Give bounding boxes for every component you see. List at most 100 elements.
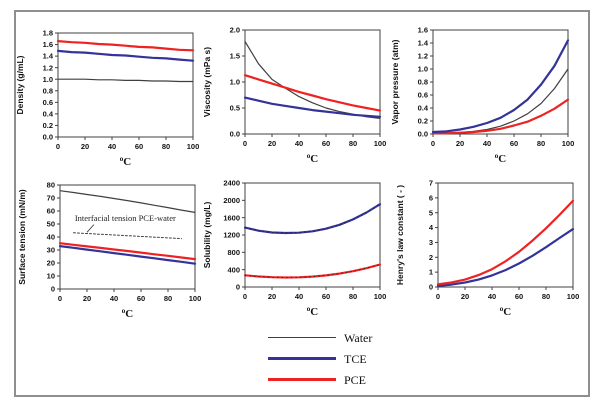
henrys-law-x-tick-label: 100 <box>567 292 580 301</box>
surface-tension-y-tick-label: 30 <box>47 246 55 255</box>
viscosity-y-axis-label: Viscosity (mPa s) <box>202 47 212 117</box>
surface-tension-y-tick-label: 40 <box>47 233 55 242</box>
density-y-tick-label: 0.4 <box>43 109 54 118</box>
surface-tension-x-axis-label: oC <box>122 307 134 320</box>
solubility-series-tce <box>243 203 382 235</box>
solubility-series-tce-data-dots <box>244 203 381 234</box>
henrys-law-plot-border <box>437 182 574 288</box>
surface-tension-series-interfacial-tension-pce-water <box>73 232 182 240</box>
solubility-x-axis-label: oC <box>307 305 319 318</box>
henrys-law-y-tick-label: 5 <box>429 208 433 217</box>
henrys-law-x-tick-label: 20 <box>461 292 469 301</box>
legend-item-tce: TCE <box>268 348 372 369</box>
solubility-y-tick-label: 0 <box>236 283 240 292</box>
viscosity-x-tick-label: 20 <box>268 139 276 148</box>
henrys-law-x-tick-label: 0 <box>436 292 440 301</box>
viscosity-y-tick-label: 0.5 <box>230 104 240 113</box>
viscosity-series-pce <box>243 74 382 112</box>
vapor-pressure-x-tick-label: 20 <box>456 139 464 148</box>
density-y-tick-label: 1.0 <box>43 75 53 84</box>
henrys-law-x-tick-label: 40 <box>488 292 496 301</box>
surface-tension-y-axis-label: Surface tension (mN/m) <box>17 189 27 285</box>
vapor-pressure-x-tick-label: 60 <box>510 139 518 148</box>
density-y-tick-label: 1.2 <box>43 63 53 72</box>
henrys-law-x-axis-label: oC <box>500 305 512 318</box>
vapor-pressure-x-axis-label: oC <box>495 152 507 165</box>
density-y-tick-label: 0.8 <box>43 86 53 95</box>
legend-label-tce: TCE <box>344 351 367 366</box>
henrys-law-y-tick-label: 7 <box>429 179 433 188</box>
solubility-series-pce <box>243 263 382 279</box>
density-x-tick-label: 100 <box>187 142 200 151</box>
legend-label-pce: PCE <box>344 372 367 387</box>
surface-tension-x-tick-label: 0 <box>58 294 62 303</box>
density-y-tick-label: 0.0 <box>43 133 53 142</box>
vapor-pressure-x-tick-label: 100 <box>562 139 575 148</box>
density-plot-border <box>57 32 194 138</box>
solubility-x-tick-label: 60 <box>322 292 330 301</box>
vapor-pressure-y-tick-label: 1.4 <box>418 39 429 48</box>
surface-tension-y-tick-label: 0 <box>51 285 55 294</box>
solubility-x-tick-label: 20 <box>268 292 276 301</box>
surface-tension-annotation-leader <box>86 224 95 233</box>
vapor-pressure-y-tick-label: 0.4 <box>418 104 429 113</box>
solubility-y-tick-label: 800 <box>227 248 240 257</box>
legend-line-tce <box>268 357 336 360</box>
vapor-pressure-y-tick-label: 0.8 <box>418 78 428 87</box>
vapor-pressure-series-water <box>432 68 569 134</box>
surface-tension-series-water <box>59 190 196 214</box>
density-chart: 0.0 0.2 0.4 0.6 0.8 1.0 1.2 1.4 1.6 1.8 0 20 40 60 80 1… <box>15 29 200 168</box>
surface-tension-x-tick-label: 60 <box>137 294 145 303</box>
density-x-axis-label: oC <box>120 155 132 168</box>
henrys-law-y-tick-label: 1 <box>429 268 433 277</box>
density-x-tick-label: 0 <box>56 142 60 151</box>
surface-tension-annotation: Interfacial tension PCE-water <box>75 213 176 223</box>
density-x-tick-label: 40 <box>108 142 116 151</box>
legend-label-water: Water <box>344 330 373 345</box>
solubility-x-tick-label: 0 <box>243 292 247 301</box>
density-series-pce <box>56 40 195 52</box>
henrys-law-x-tick-label: 80 <box>542 292 550 301</box>
density-y-tick-label: 0.2 <box>43 121 53 130</box>
solubility-y-tick-label: 1600 <box>223 213 240 222</box>
solubility-plot-border <box>244 182 381 288</box>
legend-line-pce <box>268 378 336 381</box>
viscosity-x-tick-label: 40 <box>295 139 303 148</box>
vapor-pressure-y-tick-label: 0.0 <box>418 130 428 139</box>
vapor-pressure-y-tick-label: 0.6 <box>418 91 428 100</box>
density-series-water <box>57 78 194 83</box>
solubility-y-axis-label: Solubility (mg/L) <box>202 202 212 269</box>
surface-tension-x-tick-label: 100 <box>189 294 202 303</box>
surface-tension-y-tick-label: 70 <box>47 194 55 203</box>
viscosity-y-tick-label: 2.0 <box>230 26 240 35</box>
viscosity-x-tick-label: 100 <box>374 139 387 148</box>
henrys-law-y-tick-label: 4 <box>429 223 434 232</box>
surface-tension-x-tick-label: 20 <box>83 294 91 303</box>
solubility-y-tick-label: 2400 <box>223 179 240 188</box>
legend-item-pce: PCE <box>268 369 372 390</box>
vapor-pressure-y-tick-label: 1.6 <box>418 26 428 35</box>
surface-tension-y-tick-label: 20 <box>47 259 55 268</box>
surface-tension-y-tick-label: 10 <box>47 272 55 281</box>
henrys-law-series-tce <box>436 227 575 287</box>
solubility-x-tick-label: 80 <box>349 292 357 301</box>
solubility-y-tick-label: 1200 <box>223 231 240 240</box>
henrys-law-y-axis-label: Henry's law constant ( - ) <box>395 185 405 285</box>
surface-tension-series-tce <box>58 244 197 265</box>
viscosity-x-tick-label: 60 <box>322 139 330 148</box>
henrys-law-y-tick-label: 3 <box>429 238 433 247</box>
solubility-x-tick-label: 100 <box>374 292 387 301</box>
viscosity-y-tick-label: 0.0 <box>230 130 240 139</box>
density-y-tick-label: 0.6 <box>43 98 53 107</box>
henrys-law-series-pce <box>436 199 575 286</box>
solubility-x-tick-label: 40 <box>295 292 303 301</box>
henrys-law-chart: 0 1 2 3 4 5 6 7 0 20 40 60 80 100 Henry's law constant… <box>395 179 580 318</box>
vapor-pressure-x-tick-label: 0 <box>431 139 435 148</box>
solubility-y-tick-label: 2000 <box>223 196 240 205</box>
density-x-tick-label: 80 <box>162 142 170 151</box>
surface-tension-y-tick-label: 80 <box>47 181 55 190</box>
viscosity-series-tce <box>243 96 382 118</box>
viscosity-x-tick-label: 80 <box>349 139 357 148</box>
figure-frame <box>14 10 590 397</box>
